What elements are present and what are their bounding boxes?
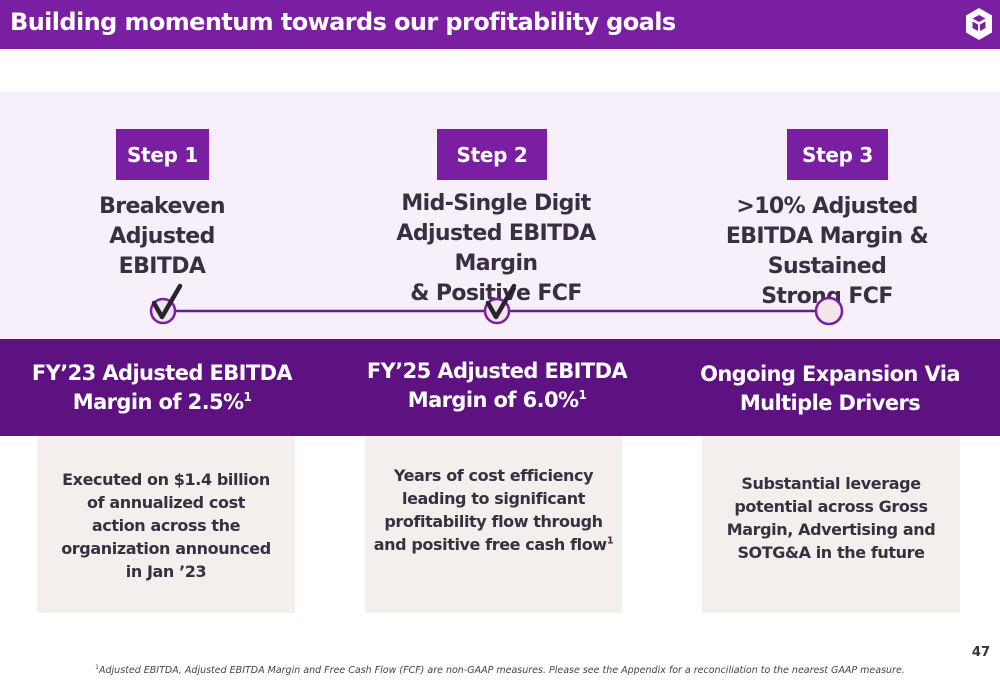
footnote: 1Adjusted EBITDA, Adjusted EBITDA Margin…: [0, 664, 1000, 676]
step-3-goal-line-3: Strong FCF: [761, 284, 893, 309]
card-2-line-4: and positive free cash flow1: [373, 535, 614, 554]
metric-ongoing-line-1: Ongoing Expansion Via: [700, 362, 960, 386]
step-3-label: Step 3: [787, 129, 888, 180]
step-2-goal: Mid-Single Digit Adjusted EBITDA Margin …: [355, 189, 637, 309]
step-2-goal-line-1: Mid-Single Digit: [401, 191, 591, 216]
card-3-line-2: potential across Gross: [734, 497, 928, 516]
step-3-goal: >10% Adjusted EBITDA Margin & Sustained …: [672, 192, 982, 312]
card-2-line-2: leading to significant: [402, 489, 585, 508]
footnote-text: Adjusted EBITDA, Adjusted EBITDA Margin …: [99, 665, 905, 677]
step-2-goal-line-3: & Positive FCF: [410, 281, 582, 306]
card-1-line-4: organization announced: [61, 539, 271, 558]
card-3-line-3: Margin, Advertising and: [726, 520, 936, 539]
card-1-line-5: in Jan ’23: [125, 562, 207, 581]
step-1-label: Step 1: [116, 129, 209, 180]
step-1-goal: Breakeven Adjusted EBITDA: [72, 192, 252, 282]
step-3-goal-line-2: EBITDA Margin & Sustained: [725, 224, 929, 279]
step-2-label: Step 2: [437, 129, 547, 180]
metric-fy25: FY’25 Adjusted EBITDA Margin of 6.0%1: [357, 357, 637, 415]
metric-fy23-line-2: Margin of 2.5%1: [72, 390, 252, 414]
metric-fy23: FY’23 Adjusted EBITDA Margin of 2.5%1: [22, 359, 302, 417]
metrics-band: [0, 339, 1000, 436]
metric-fy23-line-1: FY’23 Adjusted EBITDA: [31, 361, 293, 385]
card-1-line-1: Executed on $1.4 billion: [62, 470, 270, 489]
step-3-goal-line-1: >10% Adjusted: [736, 194, 918, 219]
metric-fy25-line-1: FY’25 Adjusted EBITDA: [366, 359, 628, 383]
footnote-ref: 1: [243, 390, 252, 404]
metric-ongoing: Ongoing Expansion Via Multiple Drivers: [690, 360, 970, 418]
card-3-text: Substantial leverage potential across Gr…: [702, 472, 960, 564]
card-2-line-3: profitability flow through: [384, 512, 603, 531]
brand-logo-icon: [966, 8, 992, 40]
card-step-1: [37, 436, 295, 613]
card-2-text: Years of cost efficiency leading to sign…: [365, 464, 622, 556]
card-1-text: Executed on $1.4 billion of annualized c…: [37, 468, 295, 583]
step-1-goal-line-1: Breakeven: [99, 194, 225, 219]
card-2-line-1: Years of cost efficiency: [393, 466, 594, 485]
card-step-2: [365, 436, 622, 613]
title-bar: Building momentum towards our profitabil…: [0, 0, 1000, 49]
step-1-goal-line-3: EBITDA: [118, 254, 206, 279]
card-step-3: [702, 436, 960, 613]
page-number: 47: [971, 645, 990, 660]
card-3-line-4: SOTG&A in the future: [737, 543, 925, 562]
metric-fy25-line-2: Margin of 6.0%1: [407, 388, 587, 412]
step-2-goal-line-2: Adjusted EBITDA Margin: [396, 221, 596, 276]
step-1-goal-line-2: Adjusted: [109, 224, 215, 249]
page-title: Building momentum towards our profitabil…: [10, 8, 676, 36]
card-1-line-2: of annualized cost: [87, 493, 245, 512]
footnote-ref: 1: [578, 388, 587, 402]
card-1-line-3: action across the: [91, 516, 241, 535]
metric-ongoing-line-2: Multiple Drivers: [739, 391, 921, 415]
card-3-line-1: Substantial leverage: [741, 474, 921, 493]
footnote-marker: 1: [95, 664, 99, 671]
footnote-ref: 1: [606, 535, 614, 547]
